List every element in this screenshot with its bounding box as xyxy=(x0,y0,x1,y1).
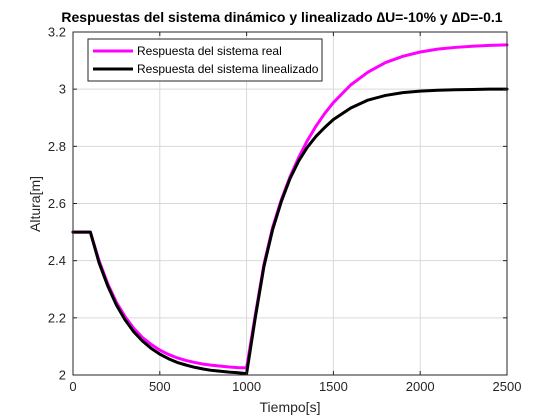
y-tick-label: 2.8 xyxy=(48,139,66,154)
chart-title: Respuestas del sistema dinámico y lineal… xyxy=(61,9,502,25)
x-tick-label: 2000 xyxy=(406,379,435,394)
legend-box xyxy=(87,38,323,82)
x-tick-label: 0 xyxy=(69,379,76,394)
y-tick-label: 2.4 xyxy=(48,253,66,268)
legend-label-linear: Respuesta del sistema linealizado xyxy=(137,62,319,76)
y-tick-label: 2.6 xyxy=(48,196,66,211)
y-tick-label: 3.2 xyxy=(48,25,66,40)
x-tick-label: 500 xyxy=(149,379,171,394)
series-line-1 xyxy=(71,87,509,376)
y-tick-label: 2.2 xyxy=(48,310,66,325)
grid xyxy=(72,31,508,376)
x-tick-label: 2500 xyxy=(493,379,522,394)
y-axis-label: Altura[m] xyxy=(27,176,43,232)
x-axis-label: Tiempo[s] xyxy=(260,399,321,415)
x-tick-label: 1000 xyxy=(232,379,261,394)
y-tick-label: 2 xyxy=(59,368,66,383)
legend: Respuesta del sistema real Respuesta del… xyxy=(87,38,323,82)
ticks: 0 500 1000 1500 2000 2500 2 2.2 2.4 2.6 2.8 3 3.2 xyxy=(48,25,522,395)
series-layer xyxy=(71,43,509,376)
legend-label-real: Respuesta del sistema real xyxy=(137,44,282,58)
y-tick-label: 3 xyxy=(59,82,66,97)
series-line-0 xyxy=(71,43,509,370)
x-tick-label: 1500 xyxy=(319,379,348,394)
